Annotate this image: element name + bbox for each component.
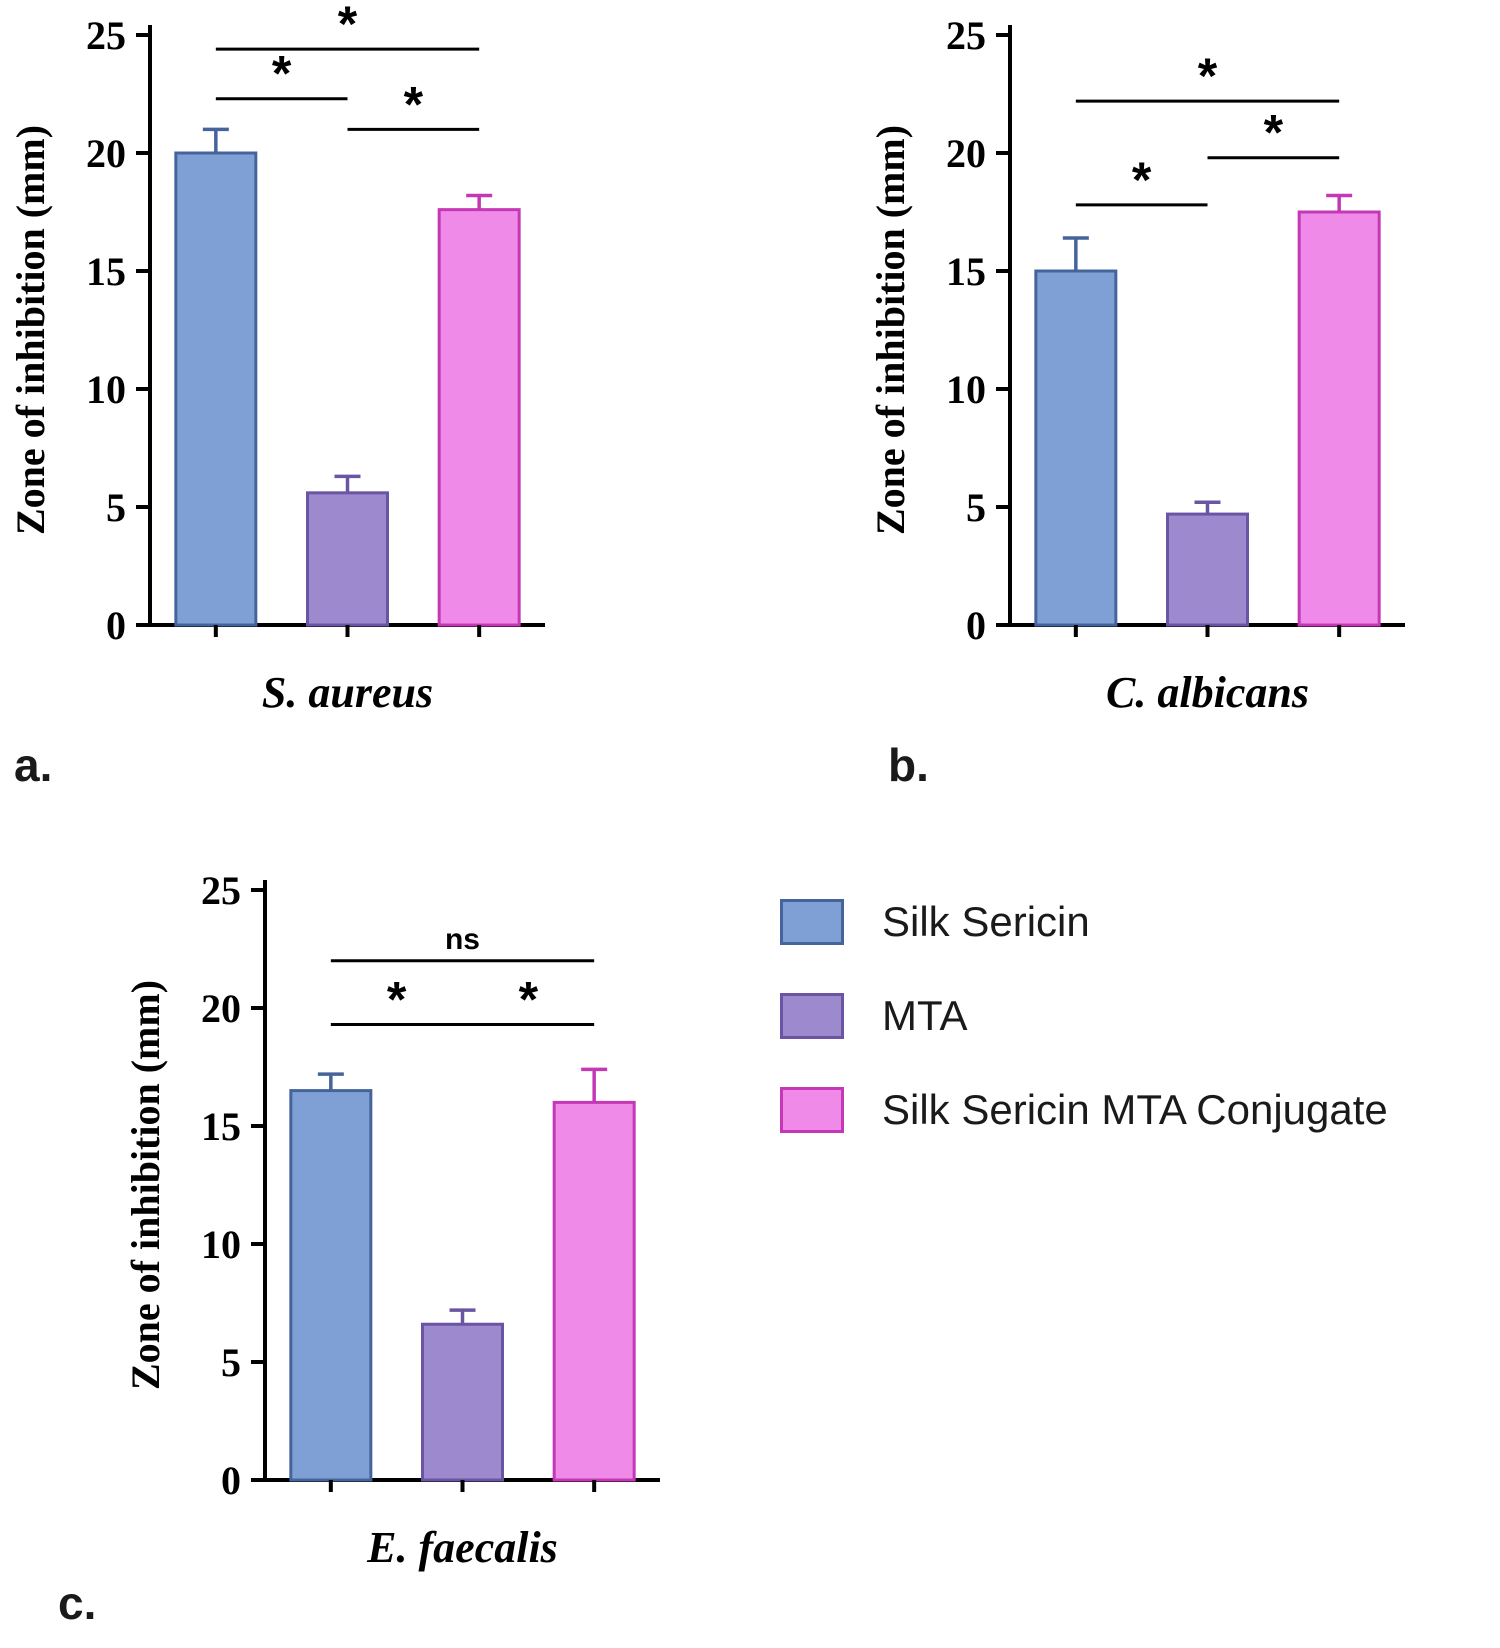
panel-label-b: b. <box>888 739 929 791</box>
bar-2 <box>421 1322 504 1482</box>
chart-c-albicans: 0 5 10 15 20 25 Zone of inhibition (mm) * * * C. a… <box>860 0 1420 760</box>
y-tick-label: 25 <box>86 13 126 58</box>
y-tick-label: 10 <box>946 367 986 412</box>
significance-label: * <box>1198 48 1218 104</box>
y-tick-label: 25 <box>946 13 986 58</box>
significance-label: * <box>272 46 292 102</box>
legend-label-mta: MTA <box>882 992 968 1039</box>
chart-c-albicans-svg: 0 5 10 15 20 25 Zone of inhibition (mm) * * * C. a… <box>868 13 1405 717</box>
y-axis-label: Zone of inhibition (mm) <box>868 125 913 535</box>
significance-label: * <box>519 972 539 1028</box>
significance-label: * <box>1264 105 1284 161</box>
significance-label: * <box>404 76 424 132</box>
y-tick-label: 15 <box>86 249 126 294</box>
significance-label: * <box>1132 152 1152 208</box>
bar-3 <box>437 208 521 627</box>
y-tick-label: 0 <box>966 603 986 648</box>
chart-e-faecalis-svg: 0 5 10 15 20 25 Zone of inhibition (mm) * * ns E. … <box>123 868 660 1572</box>
y-tick-label: 20 <box>86 131 126 176</box>
y-tick-label: 25 <box>201 868 241 913</box>
y-tick-label: 0 <box>106 603 126 648</box>
category-label: S. aureus <box>262 668 433 717</box>
legend-item-silk-sericin: Silk Sericin <box>780 898 1388 946</box>
y-tick-label: 5 <box>966 485 986 530</box>
bar-3 <box>552 1100 636 1482</box>
chart-s-aureus-svg: 0 5 10 15 20 25 Zone of inhibition (mm) * * * S. a… <box>8 0 545 717</box>
y-tick-label: 5 <box>106 485 126 530</box>
y-tick-label: 15 <box>201 1104 241 1149</box>
y-tick-label: 5 <box>221 1340 241 1385</box>
bar-1 <box>1034 269 1118 627</box>
legend-label-conjugate: Silk Sericin MTA Conjugate <box>882 1086 1388 1133</box>
y-tick-label: 10 <box>86 367 126 412</box>
y-tick-label: 15 <box>946 249 986 294</box>
bar-2 <box>1166 512 1249 627</box>
chart-e-faecalis: 0 5 10 15 20 25 Zone of inhibition (mm) * * ns E. … <box>115 855 675 1615</box>
significance-label: ns <box>445 923 480 956</box>
chart-s-aureus: 0 5 10 15 20 25 Zone of inhibition (mm) * * * S. a… <box>0 0 560 760</box>
panel-label-a: a. <box>14 739 53 791</box>
legend-label-silk-sericin: Silk Sericin <box>882 898 1090 945</box>
category-label: C. albicans <box>1106 668 1309 717</box>
category-label: E. faecalis <box>366 1523 558 1572</box>
y-tick-label: 0 <box>221 1458 241 1503</box>
y-tick-label: 20 <box>946 131 986 176</box>
bar-1 <box>289 1089 373 1482</box>
significance-label: * <box>338 0 358 52</box>
bar-2 <box>306 491 389 627</box>
legend-item-conjugate: Silk Sericin MTA Conjugate <box>780 1086 1388 1134</box>
y-tick-label: 20 <box>201 986 241 1031</box>
y-axis-label: Zone of inhibition (mm) <box>123 980 168 1390</box>
bar-1 <box>174 151 258 627</box>
legend-swatch-conjugate <box>780 1087 844 1133</box>
legend-swatch-mta <box>780 993 844 1039</box>
legend: Silk Sericin MTA Silk Sericin MTA Conjug… <box>780 898 1388 1180</box>
panel-label-c: c. <box>58 1577 97 1629</box>
legend-swatch-silk-sericin <box>780 899 844 945</box>
y-axis-label: Zone of inhibition (mm) <box>8 125 53 535</box>
significance-label: * <box>387 972 407 1028</box>
legend-item-mta: MTA <box>780 992 1388 1040</box>
bar-3 <box>1297 210 1381 627</box>
y-tick-label: 10 <box>201 1222 241 1267</box>
